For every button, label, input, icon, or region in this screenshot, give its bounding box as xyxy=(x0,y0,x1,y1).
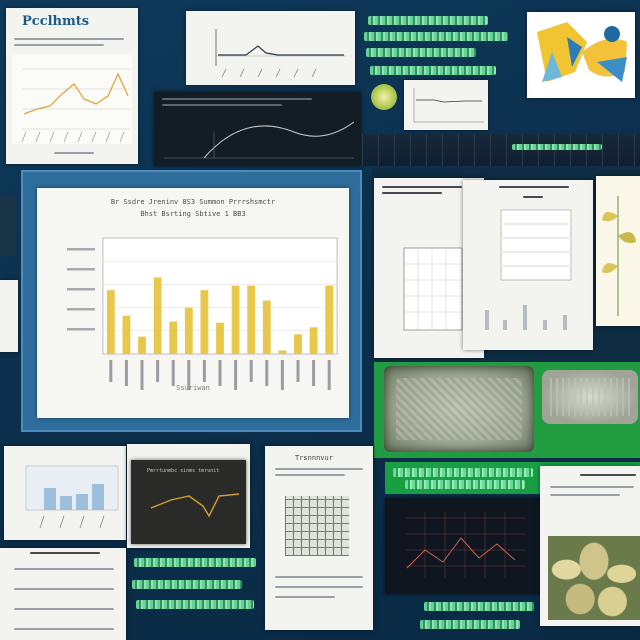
x-tick-mark xyxy=(327,360,331,390)
y-tick-mark xyxy=(67,328,95,331)
bar xyxy=(184,307,193,354)
report-card-heading: Pcclhmts xyxy=(22,14,90,29)
dark-chart-title: Pmrrtunmbc sinms tmrunit xyxy=(147,468,220,474)
y-tick-mark xyxy=(67,288,95,291)
x-tick-mark xyxy=(187,360,191,390)
x-tick-mark xyxy=(124,360,128,386)
main-chart-frame: Br Ssdre Jreninv 8S3 Summon Prrrshsmctr … xyxy=(21,170,362,432)
x-tick-mark xyxy=(312,360,316,386)
illustration-card-top-right xyxy=(527,12,635,98)
y-tick-mark xyxy=(67,248,95,251)
grid-chart xyxy=(403,247,463,331)
y-tick-mark xyxy=(67,308,95,311)
bar xyxy=(200,290,209,354)
bar xyxy=(325,285,334,354)
botanical-sheet xyxy=(596,176,640,326)
x-tick-mark xyxy=(171,360,175,386)
rock-photo-1 xyxy=(384,366,534,452)
bar xyxy=(169,321,178,354)
neon-strips-bottom-right xyxy=(420,598,540,636)
line-chart-card-top xyxy=(186,11,355,85)
bar xyxy=(138,336,146,354)
x-tick-mark xyxy=(109,360,113,382)
small-line-chart xyxy=(215,29,346,78)
orange-line-chart xyxy=(150,493,240,518)
rock-photo-2 xyxy=(542,370,638,424)
bar xyxy=(122,315,131,354)
table-doc-2 xyxy=(463,180,593,350)
line-chart-thumbnail xyxy=(12,54,132,144)
bottom-left-document xyxy=(0,548,126,640)
bar xyxy=(216,322,224,354)
x-tick-mark xyxy=(249,360,253,382)
report-card-top-left: Pcclhmts xyxy=(6,8,138,164)
neon-strips-bottom xyxy=(132,552,260,624)
bar xyxy=(106,290,115,354)
small-bar-chart-card xyxy=(4,446,126,540)
small-bar-chart xyxy=(25,465,119,529)
mini-line-chart xyxy=(413,88,484,123)
mini-chart-card xyxy=(404,80,488,130)
dark-analytics-panel xyxy=(385,498,540,594)
dark-wave-panel xyxy=(154,92,361,166)
center-bottom-document: Trsnnnvur xyxy=(265,446,373,630)
bar xyxy=(247,285,256,354)
main-bar-chart xyxy=(67,237,338,390)
neon-data-strips xyxy=(364,12,512,84)
y-tick-mark xyxy=(67,268,95,271)
abstract-illustration xyxy=(537,22,627,82)
x-tick-mark xyxy=(156,360,160,382)
bar xyxy=(262,300,271,354)
x-tick-mark xyxy=(280,360,284,390)
bar xyxy=(231,285,240,354)
x-tick-mark xyxy=(265,360,269,386)
x-tick-mark xyxy=(296,360,300,382)
bar xyxy=(278,350,287,354)
wave-sketch xyxy=(164,121,355,159)
x-tick-mark xyxy=(202,360,206,382)
dark-grid-strip xyxy=(362,134,640,166)
leaf-illustration xyxy=(602,196,636,316)
table-lines xyxy=(485,209,572,330)
dark-line-chart-card: Pmrrtunmbc sinms tmrunit xyxy=(127,444,250,548)
bar xyxy=(309,327,318,354)
dark-line-chart-inner: Pmrrtunmbc sinms tmrunit xyxy=(131,460,246,544)
left-edge-panel xyxy=(0,196,16,256)
bar xyxy=(153,277,162,354)
chart-title-line2: Bhst Bsrting Sbtive 1 BB3 xyxy=(140,210,246,218)
x-tick-mark xyxy=(218,360,222,386)
x-tick-mark xyxy=(140,360,144,390)
red-grid-chart xyxy=(405,512,525,578)
photo-document-right xyxy=(540,466,640,626)
left-edge-sheet xyxy=(0,280,18,352)
main-chart-sheet: Br Ssdre Jreninv 8S3 Summon Prrrshsmctr … xyxy=(37,188,349,418)
chart-footer-label: Ssuriwan xyxy=(176,384,210,392)
produce-photo xyxy=(548,536,640,620)
document-title: Trsnnnvur xyxy=(295,454,333,462)
x-tick-mark xyxy=(234,360,238,390)
yellow-node-icon xyxy=(371,84,397,110)
photo-grid xyxy=(285,496,349,556)
bar xyxy=(294,334,302,354)
chart-title-line1: Br Ssdre Jreninv 8S3 Summon Prrrshsmctr xyxy=(110,198,276,206)
